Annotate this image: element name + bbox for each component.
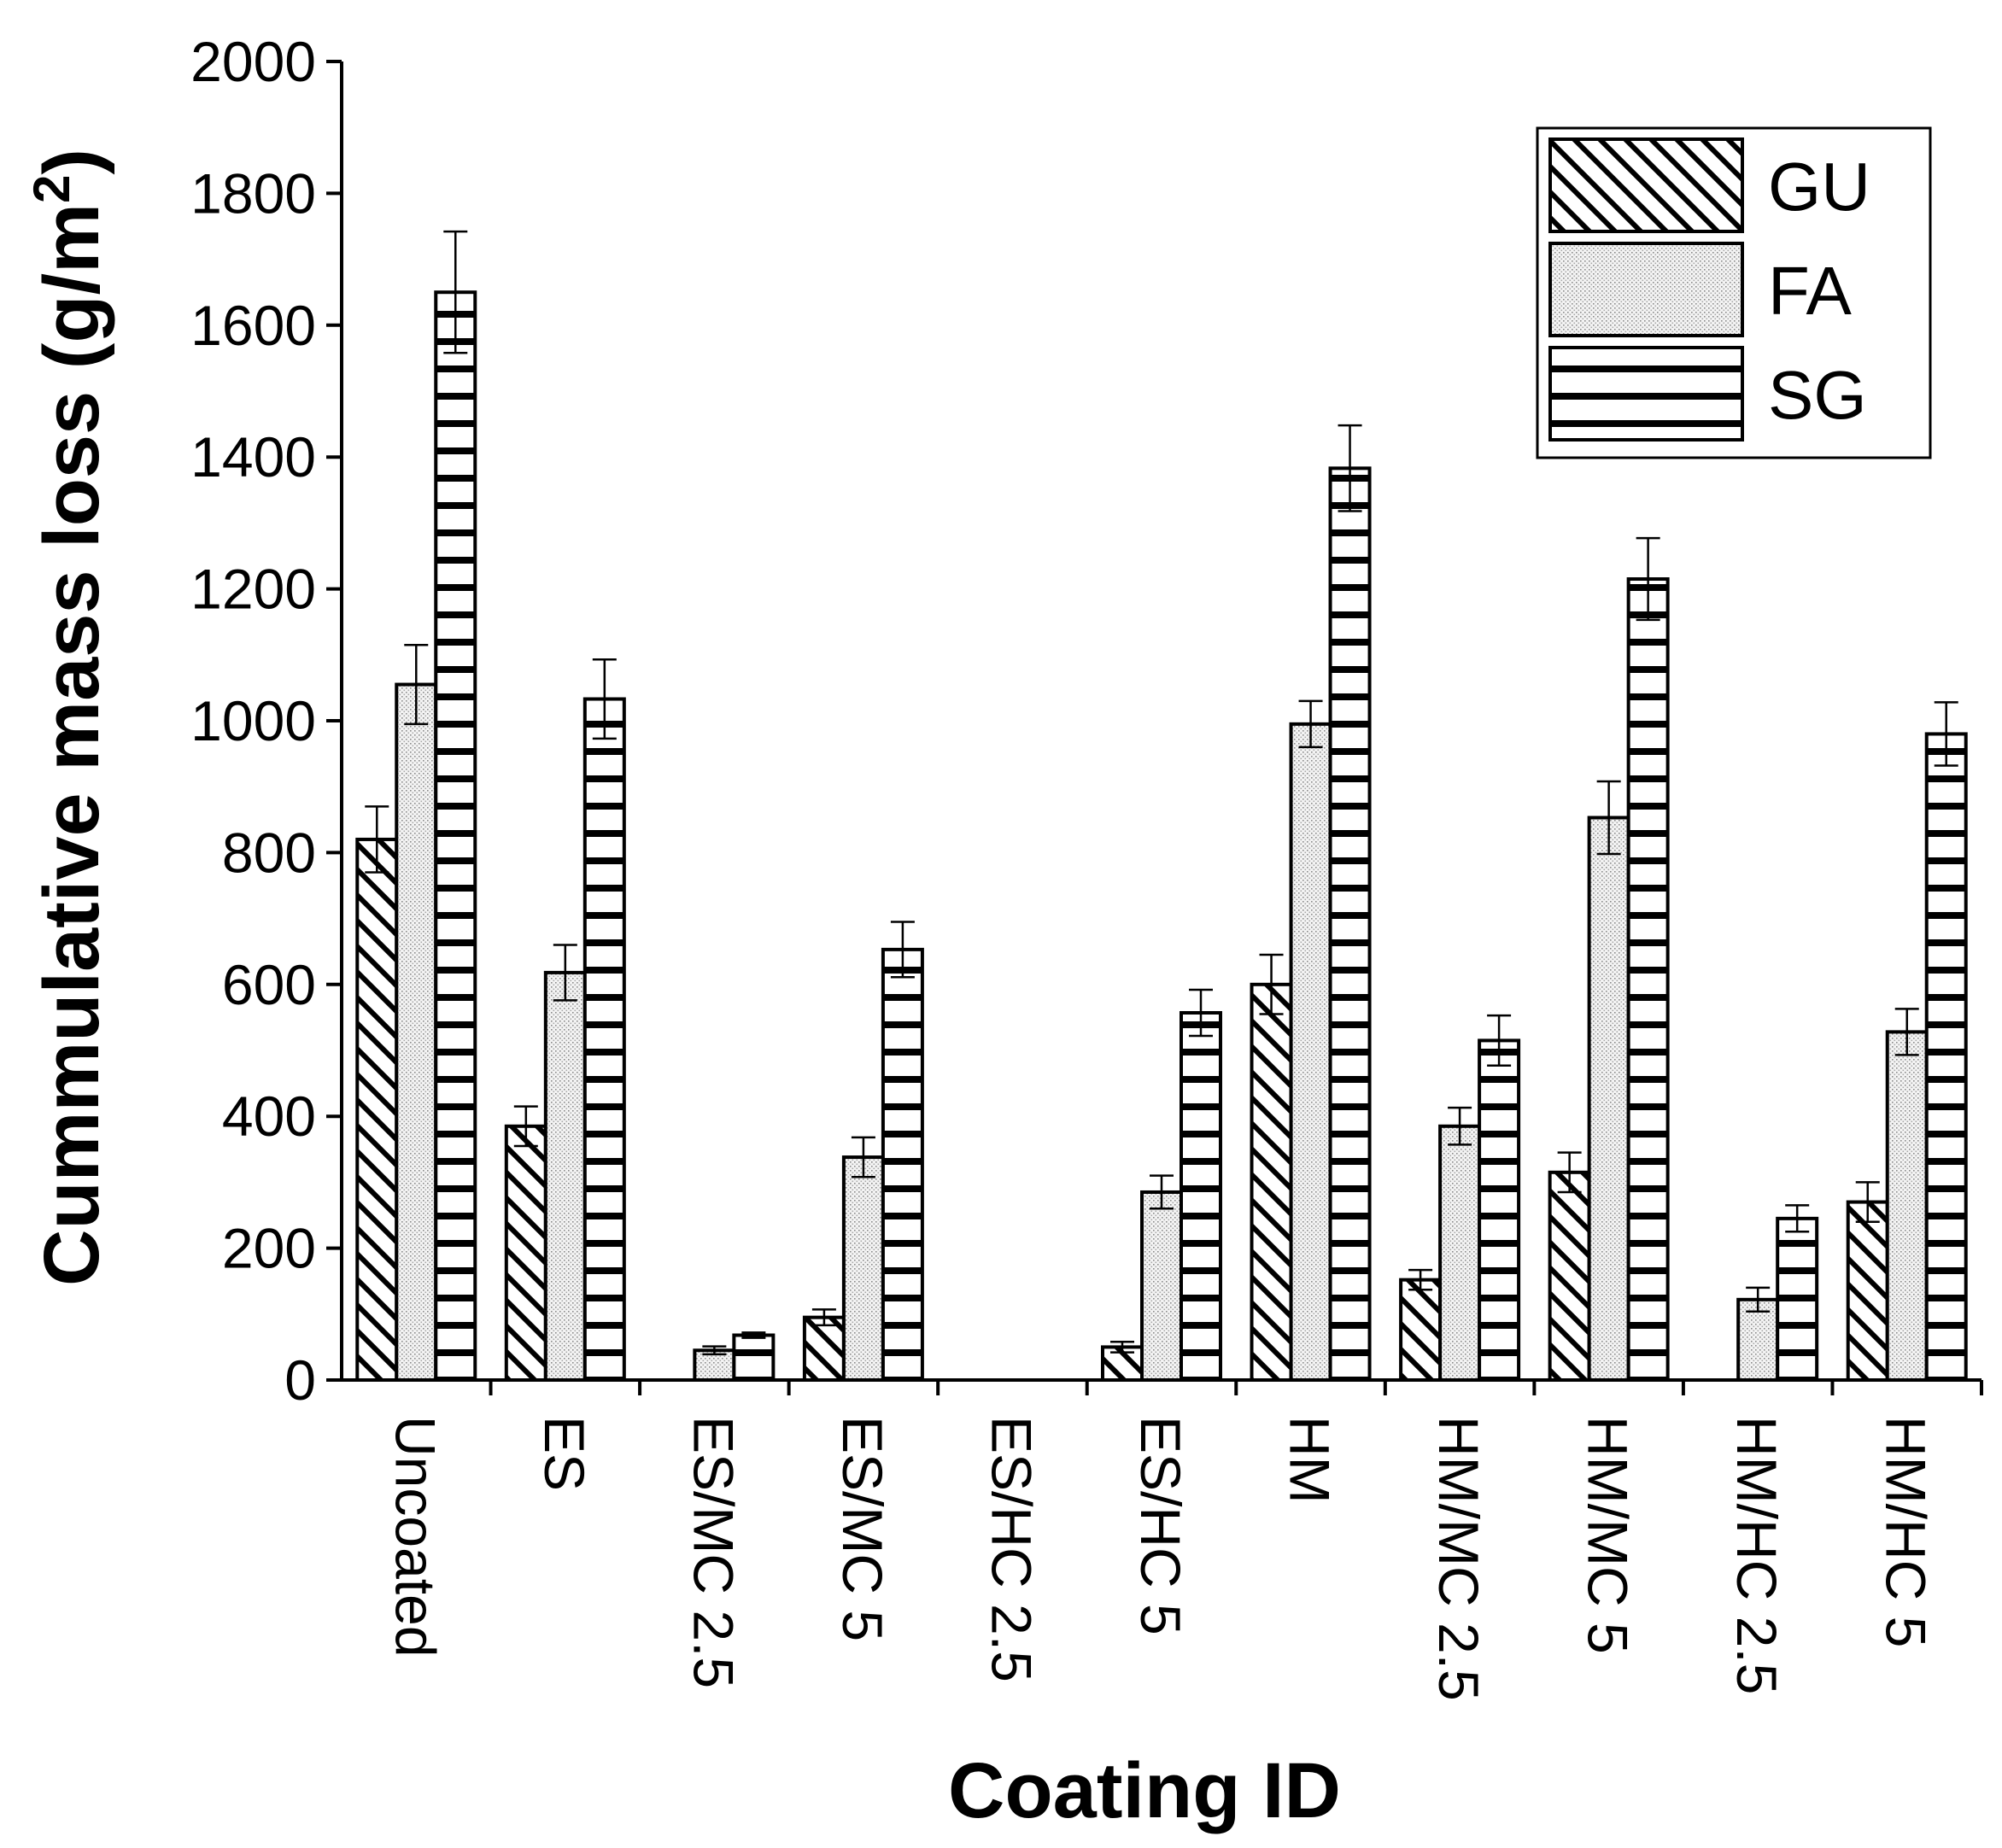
bar-gu xyxy=(1399,1278,1443,1383)
bar-fa xyxy=(1140,1190,1183,1382)
bar-fa xyxy=(1438,1124,1482,1383)
error-bar-fa xyxy=(702,1345,727,1356)
bar-gu xyxy=(355,837,399,1382)
bar-fa xyxy=(1289,722,1332,1382)
error-bar-gu xyxy=(1259,953,1284,1015)
error-bar-sg xyxy=(1189,988,1213,1038)
y-axis-title-main: Cummulative mass loss (g/m xyxy=(28,203,115,1286)
error-bar-fa xyxy=(1298,699,1323,749)
bar-fa xyxy=(1587,816,1630,1382)
y-axis-title-superscript: 2 xyxy=(23,175,80,203)
y-tick-label: 600 xyxy=(222,953,316,1016)
legend-swatch-sg xyxy=(1548,346,1744,442)
error-bars xyxy=(365,230,1958,1356)
error-bar-fa xyxy=(1150,1174,1174,1210)
bar-sg xyxy=(1924,732,1968,1382)
x-ticks: Uncoated ES ES/MC 2.5 ES/MC 5 ES/HC 2.5 ES/HC… xyxy=(383,1380,1983,1701)
bar-fa xyxy=(543,970,587,1383)
y-tick-label: 1400 xyxy=(190,425,316,488)
legend-label-gu: GU xyxy=(1768,149,1870,225)
x-tick-label: HM xyxy=(1279,1416,1342,1504)
y-tick-label: 1800 xyxy=(190,161,316,225)
legend-label-sg: SG xyxy=(1768,357,1867,433)
error-bar-gu xyxy=(1855,1181,1880,1223)
bar-fa xyxy=(395,682,438,1382)
error-bar-fa xyxy=(553,944,577,1002)
bar-sg xyxy=(881,947,924,1383)
error-bar-gu xyxy=(1110,1340,1134,1354)
bar-fa xyxy=(841,1155,885,1382)
error-bar-sg xyxy=(1636,536,1660,622)
legend-label-fa: FA xyxy=(1768,253,1852,329)
legend-swatch-fa xyxy=(1548,242,1744,337)
y-tick-label: 1600 xyxy=(190,294,316,357)
error-bar-fa xyxy=(851,1136,875,1178)
error-bar-sg xyxy=(1934,701,1958,767)
error-bar-sg xyxy=(741,1331,766,1339)
bar-sg xyxy=(1626,577,1670,1382)
bar-sg xyxy=(1180,1010,1222,1382)
error-bar-fa xyxy=(1596,780,1621,856)
bar-sg xyxy=(1328,466,1372,1382)
y-axis-title-close: ) xyxy=(28,149,115,175)
error-bar-sg xyxy=(443,230,468,354)
x-tick-label: ES/MC 2.5 xyxy=(682,1416,745,1688)
error-bar-sg xyxy=(890,921,915,979)
y-ticks: 0 200 400 600 800 1000 1200 1400 1600 1800 2000 xyxy=(190,30,342,1412)
x-tick-label: Uncoated xyxy=(383,1416,447,1658)
y-axis-title: Cummulative mass loss (g/m2) xyxy=(23,149,115,1286)
x-axis-title: Coating ID xyxy=(948,1747,1341,1834)
bar-gu xyxy=(1250,982,1293,1383)
y-tick-label: 800 xyxy=(222,821,316,884)
y-tick-label: 400 xyxy=(222,1085,316,1148)
y-tick-label: 0 xyxy=(284,1348,316,1412)
legend: GU FA SG xyxy=(1536,126,1932,459)
x-tick-label: ES xyxy=(533,1416,596,1491)
error-bar-gu xyxy=(811,1308,836,1327)
y-tick-label: 1000 xyxy=(190,689,316,752)
error-bar-gu xyxy=(513,1105,538,1148)
bar-fa xyxy=(1885,1030,1929,1383)
error-bar-gu xyxy=(365,805,389,874)
error-bar-fa xyxy=(1448,1106,1472,1146)
x-tick-label: HM/HC 5 xyxy=(1875,1416,1938,1647)
error-bar-fa xyxy=(404,643,429,726)
x-tick-label: HM/MC 2.5 xyxy=(1427,1416,1490,1701)
error-bar-sg xyxy=(1785,1204,1810,1233)
bar-gu xyxy=(1846,1200,1889,1383)
x-tick-label: HM/MC 5 xyxy=(1577,1416,1640,1654)
bar-sg xyxy=(434,290,477,1383)
bar-sg xyxy=(1478,1038,1521,1383)
legend-swatch-gu xyxy=(1548,137,1744,233)
x-tick-label: ES/MC 5 xyxy=(831,1416,894,1641)
x-tick-label: ES/HC 2.5 xyxy=(980,1416,1043,1682)
y-tick-label: 200 xyxy=(222,1217,316,1280)
bar-gu xyxy=(1548,1170,1591,1382)
y-tick-label: 1200 xyxy=(190,558,316,621)
error-bar-fa xyxy=(1894,1008,1919,1056)
bar-sg xyxy=(582,697,626,1382)
error-bar-sg xyxy=(1487,1014,1512,1067)
bar-sg xyxy=(1776,1216,1819,1382)
bar-gu xyxy=(802,1315,846,1383)
error-bar-gu xyxy=(1408,1268,1433,1291)
error-bar-fa xyxy=(1746,1286,1771,1313)
bar-sg xyxy=(732,1333,776,1383)
x-tick-label: HM/HC 2.5 xyxy=(1725,1416,1788,1694)
error-bar-gu xyxy=(1557,1151,1582,1194)
error-bar-sg xyxy=(1338,424,1362,512)
x-tick-label: ES/HC 5 xyxy=(1129,1416,1192,1635)
y-tick-label: 2000 xyxy=(190,30,316,93)
error-bar-sg xyxy=(592,658,617,740)
bar-gu xyxy=(504,1124,547,1383)
